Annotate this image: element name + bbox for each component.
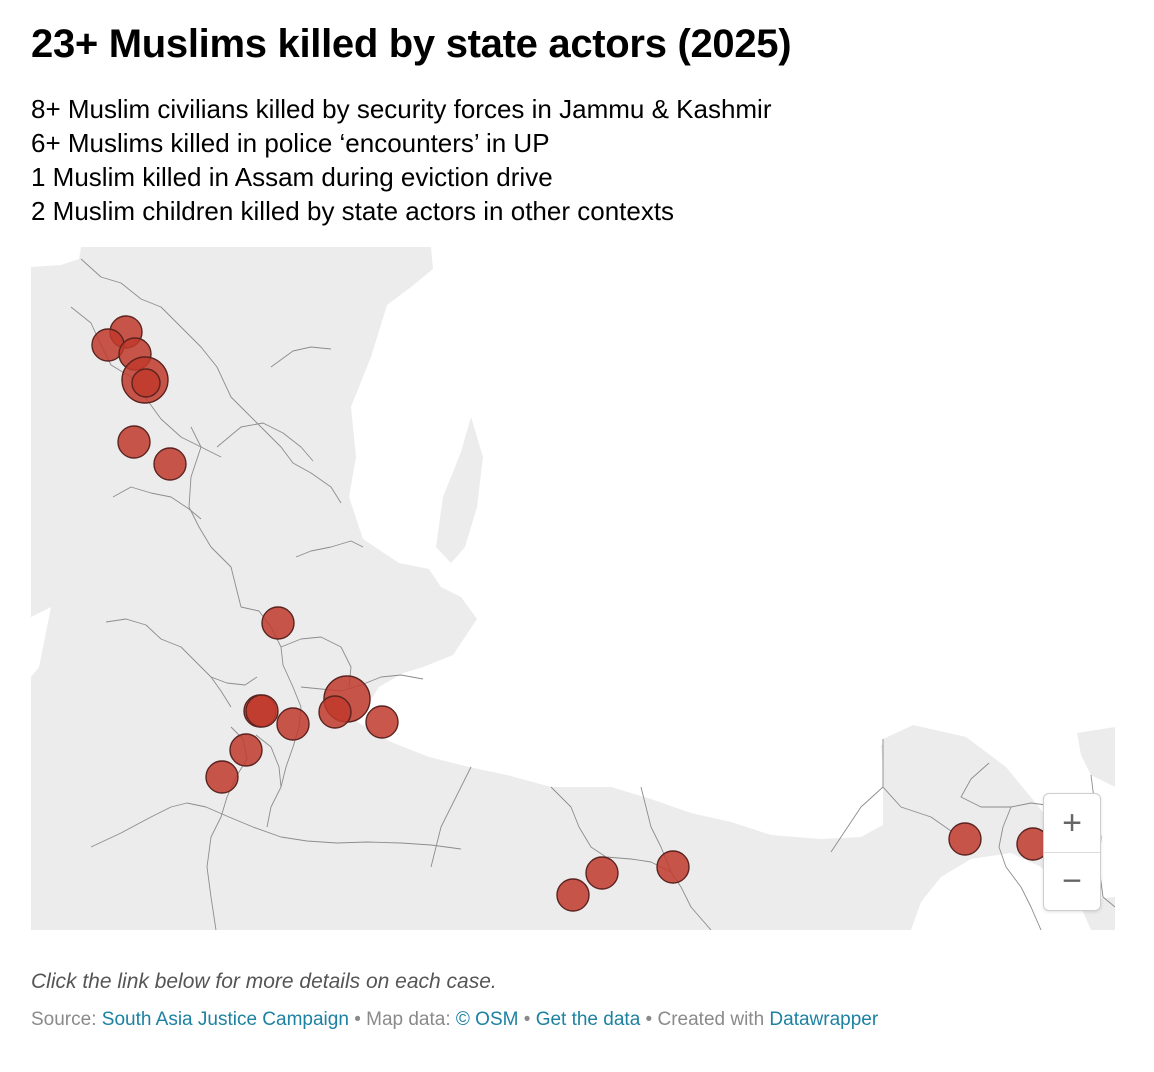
source-label: Source: bbox=[31, 1009, 97, 1030]
land-far-east bbox=[1077, 727, 1115, 787]
incident-marker[interactable] bbox=[229, 733, 263, 767]
incident-marker[interactable] bbox=[556, 878, 590, 912]
datawrapper-link[interactable]: Datawrapper bbox=[769, 1009, 879, 1030]
land-north-india bbox=[31, 247, 1115, 930]
incident-marker[interactable] bbox=[365, 705, 399, 739]
incident-marker[interactable] bbox=[656, 850, 690, 884]
zoom-control: + − bbox=[1043, 793, 1101, 911]
map-data-label: • Map data: bbox=[354, 1009, 451, 1030]
description-line-assam: 1 Muslim killed in Assam during eviction… bbox=[31, 162, 553, 192]
incident-marker[interactable] bbox=[245, 694, 279, 728]
description: 8+ Muslim civilians killed by security f… bbox=[31, 92, 772, 228]
note: Click the link below for more details on… bbox=[31, 970, 497, 993]
description-line-other: 2 Muslim children killed by state actors… bbox=[31, 196, 675, 226]
incident-marker[interactable] bbox=[261, 606, 295, 640]
incident-marker[interactable] bbox=[153, 447, 187, 481]
land-northeast bbox=[881, 733, 1011, 857]
description-line-jk: 8+ Muslim civilians killed by security f… bbox=[31, 94, 772, 124]
source-link[interactable]: South Asia Justice Campaign bbox=[101, 1009, 349, 1030]
zoom-in-button[interactable]: + bbox=[1044, 794, 1100, 853]
incident-marker[interactable] bbox=[318, 695, 352, 729]
incident-marker[interactable] bbox=[585, 856, 619, 890]
description-line-up: 6+ Muslims killed in police ‘encounters’… bbox=[31, 128, 550, 158]
page-title: 23+ Muslims killed by state actors (2025… bbox=[31, 22, 792, 66]
incident-marker[interactable] bbox=[948, 822, 982, 856]
separator: • bbox=[523, 1009, 531, 1030]
incident-marker[interactable] bbox=[205, 760, 239, 794]
land-layer bbox=[31, 247, 1115, 930]
get-data-link[interactable]: Get the data bbox=[535, 1009, 641, 1030]
created-with-label: • Created with bbox=[645, 1009, 765, 1030]
footer: Source: South Asia Justice Campaign • Ma… bbox=[31, 1009, 878, 1031]
incident-marker[interactable] bbox=[276, 707, 310, 741]
incident-marker[interactable] bbox=[131, 368, 161, 398]
osm-link[interactable]: © OSM bbox=[455, 1009, 519, 1030]
map[interactable] bbox=[31, 247, 1115, 930]
marker-layer bbox=[91, 315, 1050, 912]
zoom-out-button[interactable]: − bbox=[1062, 862, 1082, 900]
incident-marker[interactable] bbox=[117, 425, 151, 459]
land-tibet-edge bbox=[436, 417, 483, 563]
